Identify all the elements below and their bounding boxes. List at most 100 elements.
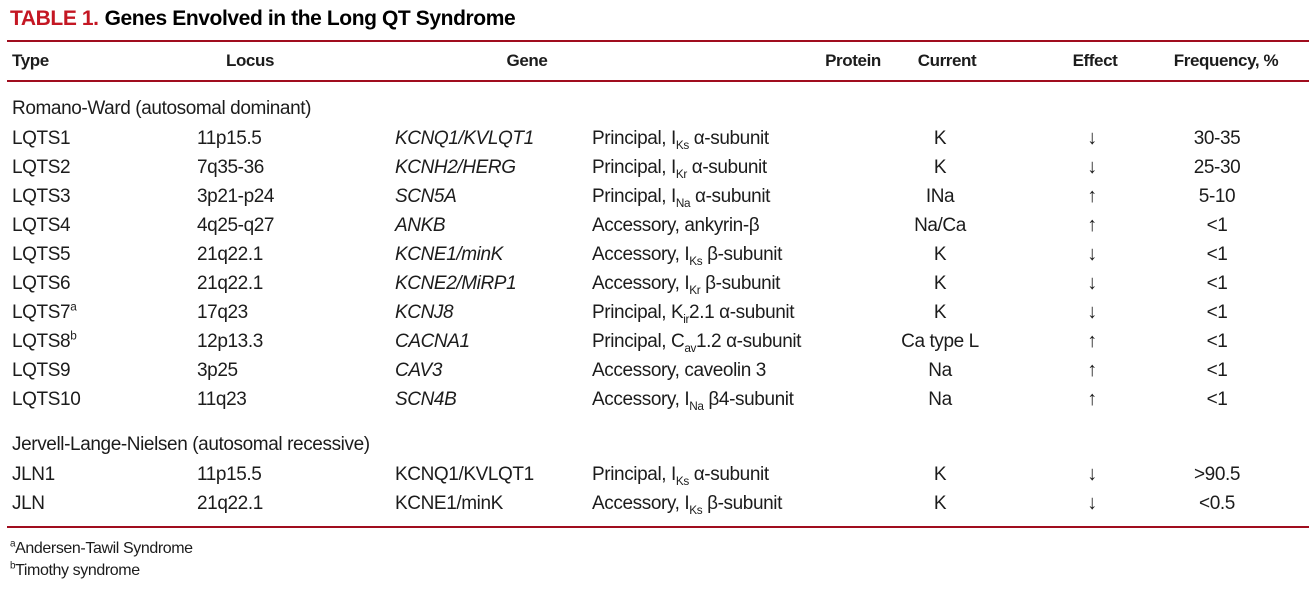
cell-effect-arrow: ↑ [1087, 388, 1097, 410]
cell-effect-arrow: ↓ [1087, 243, 1097, 265]
footnotes: aAndersen-Tawil Syndrome bTimothy syndro… [0, 528, 1316, 582]
cell-type: LQTS10 [12, 388, 81, 410]
table-row: LQTS6 21q22.1 KCNE2/MiRP1 Accessory, IKr… [0, 269, 1316, 298]
table-row: JLN1 11p15.5 KCNQ1/KVLQT1 Principal, IKs… [0, 460, 1316, 489]
cell-type: LQTS6 [12, 272, 71, 294]
cell-current: Ca type L [901, 330, 979, 352]
column-header-effect: Effect [1072, 51, 1118, 70]
table-row: LQTS8b 12p13.3 CACNA1 Principal, Cav1.2 … [0, 327, 1316, 356]
cell-gene: KCNQ1/KVLQT1 [395, 127, 534, 149]
cell-protein: Principal, INa α-subunit [592, 185, 771, 210]
cell-current: Na [928, 359, 952, 381]
column-header-row: Type Locus Gene Protein Current Effect F… [0, 42, 1316, 80]
cell-gene: KCNE1/minK [395, 492, 503, 514]
cell-locus: 17q23 [197, 301, 248, 323]
cell-type: LQTS9 [12, 359, 71, 381]
table-row: LQTS5 21q22.1 KCNE1/minK Accessory, IKs … [0, 240, 1316, 269]
cell-effect-arrow: ↓ [1087, 301, 1097, 323]
table-row: JLN 21q22.1 KCNE1/minK Accessory, IKs β-… [0, 489, 1316, 518]
cell-current: K [933, 301, 947, 323]
bottom-rule [7, 526, 1309, 528]
cell-locus: 3p21-p24 [197, 185, 275, 207]
cell-type: LQTS8b [12, 329, 77, 352]
cell-protein: Principal, IKs α-subunit [592, 127, 769, 152]
cell-frequency: <1 [1206, 330, 1228, 352]
cell-frequency: <1 [1206, 243, 1228, 265]
cell-effect-arrow: ↓ [1087, 492, 1097, 514]
cell-frequency: <1 [1206, 214, 1228, 236]
column-header-frequency: Frequency, % [1173, 51, 1279, 70]
cell-frequency: <1 [1206, 388, 1228, 410]
cell-locus: 4q25-q27 [197, 214, 275, 236]
cell-locus: 11p15.5 [197, 463, 262, 485]
cell-current: Na [928, 388, 952, 410]
cell-current: K [933, 156, 947, 178]
cell-current: K [933, 272, 947, 294]
column-header-protein: Protein [825, 51, 881, 70]
top-rule [7, 40, 1309, 42]
column-header-gene: Gene [506, 51, 548, 70]
cell-gene: SCN5A [395, 185, 457, 207]
table-title: Genes Envolved in the Long QT Syndrome [104, 7, 516, 30]
cell-protein: Accessory, IKs β-subunit [592, 492, 783, 517]
cell-protein: Principal, IKs α-subunit [592, 463, 769, 488]
cell-frequency: <1 [1206, 272, 1228, 294]
cell-current: INa [925, 185, 955, 207]
cell-type: LQTS1 [12, 127, 71, 149]
cell-type: LQTS2 [12, 156, 71, 178]
cell-frequency: <0.5 [1199, 492, 1235, 514]
cell-gene: ANKB [395, 214, 446, 236]
cell-effect-arrow: ↓ [1087, 272, 1097, 294]
table-row: LQTS4 4q25-q27 ANKB Accessory, ankyrin-β… [0, 211, 1316, 240]
column-header-type: Type [12, 51, 49, 70]
cell-gene: KCNQ1/KVLQT1 [395, 463, 534, 485]
cell-effect-arrow: ↓ [1087, 127, 1097, 149]
column-header-current: Current [917, 51, 977, 70]
column-header-locus: Locus [225, 51, 275, 70]
cell-current: K [933, 492, 947, 514]
section-header-jervell-lange-nielsen: Jervell-Lange-Nielsen (autosomal recessi… [0, 414, 1316, 460]
cell-frequency: 5-10 [1198, 185, 1236, 207]
cell-protein: Accessory, INa β4-subunit [592, 388, 794, 413]
cell-type: JLN [12, 492, 45, 514]
cell-locus: 7q35-36 [197, 156, 264, 178]
cell-frequency: 30-35 [1193, 127, 1241, 149]
cell-frequency: <1 [1206, 301, 1228, 323]
section-header-romano-ward: Romano-Ward (autosomal dominant) [0, 82, 1316, 124]
cell-locus: 12p13.3 [197, 330, 263, 352]
table-row: LQTS3 3p21-p24 SCN5A Principal, INa α-su… [0, 182, 1316, 211]
cell-current: K [933, 127, 947, 149]
cell-protein: Accessory, ankyrin-β [592, 214, 760, 236]
cell-type: LQTS7a [12, 300, 77, 323]
footnote-a: aAndersen-Tawil Syndrome [10, 538, 193, 557]
table-row: LQTS2 7q35-36 KCNH2/HERG Principal, IKr … [0, 153, 1316, 182]
table-row: LQTS7a 17q23 KCNJ8 Principal, Kir2.1 α-s… [0, 298, 1316, 327]
table-caption: TABLE 1. Genes Envolved in the Long QT Sy… [0, 0, 1316, 40]
cell-current: K [933, 463, 947, 485]
cell-locus: 11q23 [197, 388, 247, 410]
cell-gene: KCNJ8 [395, 301, 454, 323]
footnote-b: bTimothy syndrome [10, 560, 140, 579]
cell-effect-arrow: ↑ [1087, 330, 1097, 352]
cell-locus: 21q22.1 [197, 272, 263, 294]
cell-type: JLN1 [12, 463, 55, 485]
cell-protein: Principal, Cav1.2 α-subunit [592, 330, 802, 355]
cell-current: K [933, 243, 947, 265]
cell-effect-arrow: ↓ [1087, 463, 1097, 485]
table-row: LQTS9 3p25 CAV3 Accessory, caveolin 3 Na… [0, 356, 1316, 385]
cell-frequency: >90.5 [1193, 463, 1241, 485]
cell-type: LQTS4 [12, 214, 71, 236]
cell-effect-arrow: ↑ [1087, 214, 1097, 236]
spacer [0, 518, 1316, 526]
cell-frequency: <1 [1206, 359, 1228, 381]
cell-protein: Accessory, caveolin 3 [592, 359, 766, 381]
cell-type: LQTS5 [12, 243, 71, 265]
cell-locus: 21q22.1 [197, 492, 263, 514]
cell-protein: Accessory, IKs β-subunit [592, 243, 783, 268]
cell-gene: KCNE1/minK [395, 243, 503, 265]
cell-locus: 3p25 [197, 359, 238, 381]
cell-frequency: 25-30 [1193, 156, 1241, 178]
cell-protein: Principal, Kir2.1 α-subunit [592, 301, 795, 326]
cell-gene: KCNH2/HERG [395, 156, 516, 178]
table-number: TABLE 1. [10, 7, 99, 30]
